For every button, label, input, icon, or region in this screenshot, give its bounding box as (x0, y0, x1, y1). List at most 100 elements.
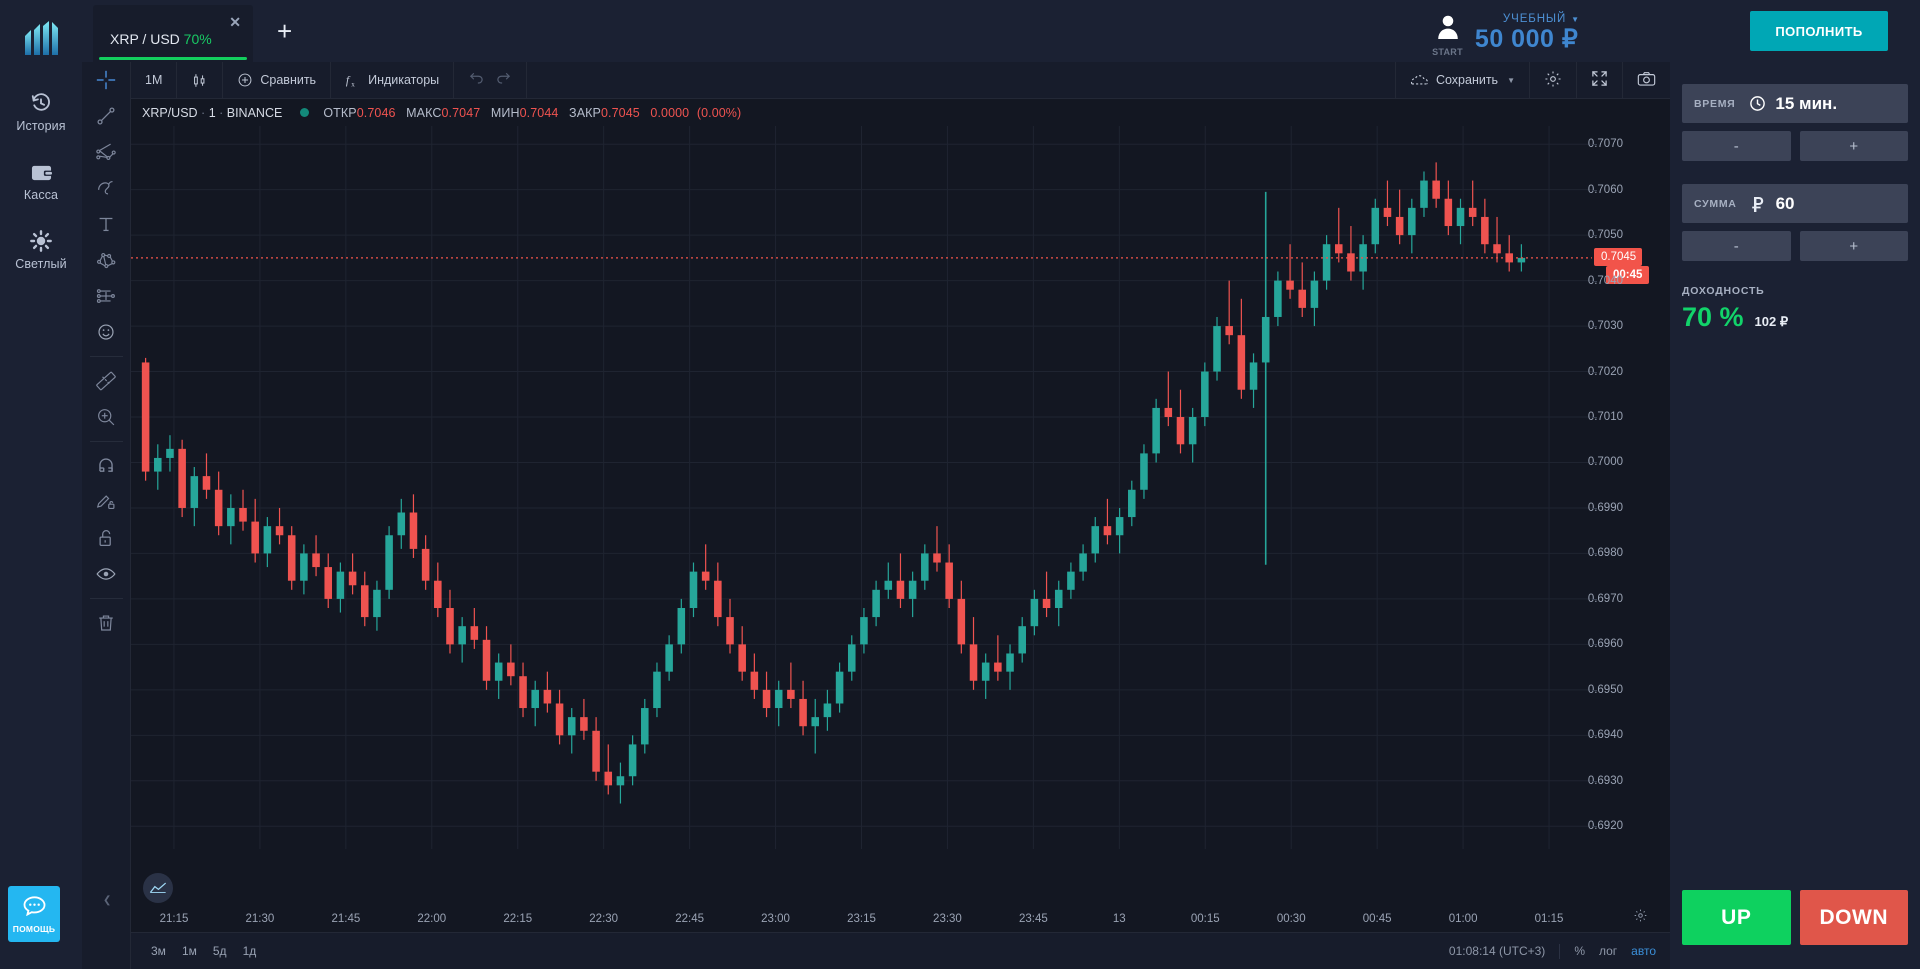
cloud-icon (1410, 73, 1429, 87)
pencil-lock-icon[interactable] (82, 484, 131, 520)
account-type-label: УЧЕБНЫЙ (1502, 13, 1567, 25)
time-axis-label: 23:30 (933, 913, 962, 925)
price-axis-tick (1592, 371, 1597, 373)
chat-bubble-icon (22, 895, 47, 921)
scale-auto-button[interactable]: авто (1631, 944, 1656, 958)
sidebar-item-history[interactable]: История (0, 88, 82, 133)
crosshair-icon[interactable] (82, 62, 131, 98)
trend-line-icon[interactable] (82, 98, 131, 134)
svg-text:x: x (351, 80, 355, 88)
price-axis-label: 0.6980 (1587, 547, 1623, 560)
down-button[interactable]: DOWN (1799, 890, 1908, 945)
magnet-icon[interactable] (82, 448, 131, 484)
account-type-selector[interactable]: УЧЕБНЫЙ ▼ (1503, 13, 1580, 25)
scale-percent-button[interactable]: % (1574, 944, 1585, 958)
time-axis-label: 21:30 (245, 913, 275, 925)
snapshot-button[interactable] (1622, 62, 1670, 98)
price-axis-tick (1592, 235, 1597, 237)
expiry-time-minus-button[interactable]: - (1682, 131, 1791, 161)
price-axis-tick (1592, 326, 1597, 328)
account-summary: START УЧЕБНЫЙ ▼ 50 000 ₽ (1432, 13, 1580, 57)
zoom-in-icon[interactable] (82, 399, 131, 435)
current-price-badge: 0.7045 (1594, 247, 1643, 266)
ruler-icon[interactable] (82, 363, 131, 399)
expiry-time-plus-button[interactable]: + (1799, 131, 1908, 161)
redo-button[interactable] (490, 62, 528, 98)
close-icon[interactable]: ✕ (229, 14, 241, 30)
candle-style-button[interactable] (177, 62, 224, 98)
save-button[interactable]: Сохранить ▼ (1394, 62, 1529, 98)
deposit-button[interactable]: ПОПОЛНИТЬ (1750, 11, 1888, 51)
amount-stepper: - + (1682, 231, 1908, 261)
chart-settings-button[interactable] (1529, 62, 1576, 98)
fullscreen-icon (1591, 70, 1608, 90)
amount-label: СУММА (1694, 197, 1737, 210)
undo-button[interactable] (454, 62, 490, 98)
sidebar-item-label: История (16, 119, 66, 133)
expiry-time-field[interactable]: ВРЕМЯ 15 мин. (1682, 84, 1908, 123)
trash-icon[interactable] (82, 605, 131, 641)
sidebar-item-theme[interactable]: Светлый (0, 226, 82, 271)
indicators-button[interactable]: f x Индикаторы (331, 62, 455, 98)
timeframe-button[interactable]: 1д (242, 944, 257, 958)
instrument-tab[interactable]: ✕ XRP / USD 70% (93, 5, 253, 62)
price-axis-tick (1592, 689, 1597, 691)
timeframe-button[interactable]: 1м (181, 944, 197, 958)
sidebar-item-label: Касса (23, 188, 59, 202)
avatar-label: START (1432, 47, 1463, 57)
compare-button[interactable]: Сравнить (223, 62, 332, 98)
emoji-icon[interactable] (82, 314, 131, 350)
pattern-icon[interactable] (82, 242, 131, 278)
sidebar-item-label: Светлый (15, 257, 67, 271)
price-axis[interactable]: 0.7070 0.7060 0.7050 0.7040 0.7030 0.7020 0.70… (1588, 126, 1670, 909)
payout-section: ДОХОДНОСТЬ 70 % 102 ₽ (1682, 285, 1908, 333)
price-axis-label: 0.6930 (1587, 774, 1623, 787)
sidebar-item-cashier[interactable]: Касса (0, 157, 82, 202)
price-axis-tick (1592, 280, 1597, 282)
fx-icon: f x (345, 72, 361, 89)
parallel-channel-icon[interactable] (82, 134, 131, 170)
payout-label: ДОХОДНОСТЬ (1682, 285, 1765, 297)
price-axis-label: 0.7040 (1587, 274, 1623, 287)
amount-minus-button[interactable]: - (1682, 231, 1791, 261)
help-button[interactable]: ПОМОЩЬ (8, 886, 60, 942)
chevron-left-icon[interactable]: ❮ (103, 895, 112, 906)
save-label: Сохранить (1435, 73, 1499, 87)
eye-icon[interactable] (82, 556, 131, 592)
market-open-dot (300, 108, 310, 117)
add-tab-button[interactable]: + (277, 16, 293, 46)
price-axis-label: 0.6920 (1587, 820, 1623, 833)
price-axis-label: 0.7050 (1587, 229, 1623, 242)
timeframe-button[interactable]: 5д (212, 944, 227, 958)
redo-icon (495, 71, 512, 89)
price-axis-label: 0.6990 (1587, 501, 1623, 514)
candles-icon (191, 72, 208, 89)
toolbar-divider (89, 441, 123, 442)
bars-logo-icon[interactable] (0, 12, 82, 64)
scale-log-button[interactable]: лог (1598, 944, 1618, 958)
brush-icon[interactable] (82, 170, 131, 206)
forecast-icon[interactable] (82, 278, 131, 314)
time-axis-label: 23:00 (761, 913, 790, 925)
time-axis-label: 22:30 (589, 913, 619, 925)
avatar[interactable]: START (1432, 13, 1463, 57)
chart-area: 1М Сравнить (131, 62, 1670, 969)
timeframe-button[interactable]: 3м (151, 944, 166, 958)
amount-field[interactable]: СУММА 60 (1682, 184, 1908, 223)
ruble-icon (1751, 195, 1767, 213)
up-button[interactable]: UP (1682, 890, 1791, 945)
candlestick-plot[interactable]: 0.7045 00:45 (131, 126, 1670, 969)
price-axis-label: 0.6950 (1587, 683, 1623, 696)
account-balance: 50 000 ₽ (1474, 25, 1579, 53)
amount-plus-button[interactable]: + (1799, 231, 1908, 261)
price-axis-label: 0.7010 (1587, 411, 1623, 424)
interval-button[interactable]: 1М (131, 62, 178, 98)
text-icon[interactable] (82, 206, 131, 242)
chart-area-icon[interactable] (143, 873, 173, 903)
axis-settings-button[interactable] (1633, 908, 1648, 928)
time-axis[interactable]: 21:15 21:30 21:45 22:00 22:15 22:30 22:45 23:00… (131, 909, 1592, 932)
plus-circle-icon (237, 72, 253, 88)
unlock-icon[interactable] (82, 520, 131, 556)
fullscreen-button[interactable] (1576, 62, 1622, 98)
